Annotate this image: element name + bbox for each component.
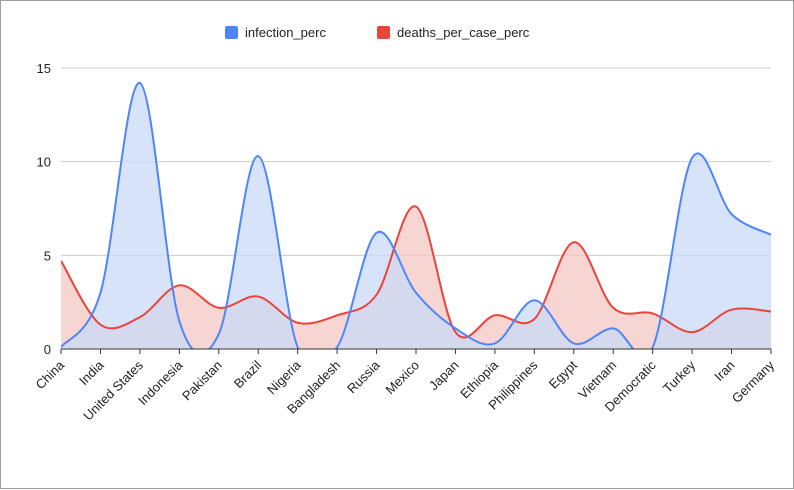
x-tick-label: Turkey <box>660 357 699 396</box>
line-deaths_per_case_perc <box>61 205 771 339</box>
series-areas <box>61 82 771 349</box>
x-tick-label: Iran <box>711 358 737 384</box>
x-tick-label: Russia <box>344 357 383 396</box>
y-tick-label: 5 <box>44 248 51 263</box>
y-tick-label: 10 <box>37 155 51 170</box>
y-tick-label: 0 <box>44 342 51 357</box>
area-infection_perc <box>61 82 771 349</box>
x-tick-label: India <box>76 357 107 388</box>
y-tick-label: 15 <box>37 61 51 76</box>
legend-label-infection_perc: infection_perc <box>245 25 326 40</box>
legend-label-deaths_per_case_perc: deaths_per_case_perc <box>397 25 530 40</box>
x-tick-label: Japan <box>426 358 462 394</box>
series-lines <box>61 81 771 349</box>
x-tick-label: Brazil <box>231 357 265 391</box>
legend-swatch-infection_perc <box>225 26 238 39</box>
x-tick-label: Mexico <box>382 358 422 398</box>
legend-swatch-deaths_per_case_perc <box>377 26 390 39</box>
x-tick-label: Germany <box>729 357 778 406</box>
x-tick-label: Egypt <box>546 357 580 391</box>
x-tick-label: Pakistan <box>179 358 225 404</box>
x-tick-label: Indonesia <box>135 357 186 408</box>
x-tick-label: China <box>32 357 67 392</box>
line-infection_perc <box>61 81 771 349</box>
